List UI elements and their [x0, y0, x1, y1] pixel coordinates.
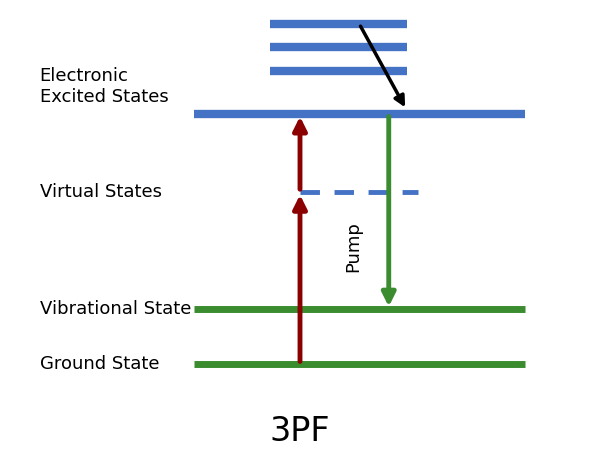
Text: 3PF: 3PF: [269, 415, 331, 448]
Text: Ground State: Ground State: [40, 355, 159, 373]
Text: Vibrational State: Vibrational State: [40, 301, 191, 319]
Text: Pump: Pump: [344, 221, 362, 272]
Text: Virtual States: Virtual States: [40, 183, 161, 201]
Text: Electronic
Excited States: Electronic Excited States: [40, 67, 169, 106]
